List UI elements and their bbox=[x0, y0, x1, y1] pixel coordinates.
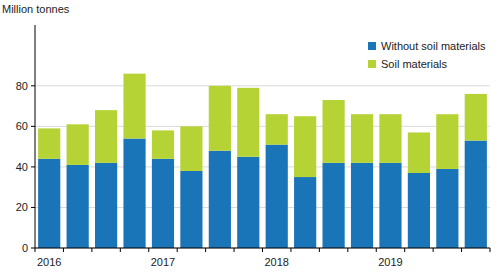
category-separator bbox=[376, 248, 377, 252]
category-separator bbox=[120, 248, 121, 252]
y-tick bbox=[31, 126, 35, 127]
bar bbox=[436, 114, 458, 169]
bar bbox=[237, 157, 259, 248]
bar bbox=[408, 132, 430, 173]
bar bbox=[266, 114, 288, 144]
y-tick-label: 60 bbox=[16, 120, 28, 132]
bar bbox=[351, 114, 373, 163]
bar bbox=[323, 100, 345, 163]
legend-label: Soil materials bbox=[381, 58, 448, 70]
y-tick bbox=[31, 85, 35, 86]
bar bbox=[38, 159, 60, 248]
x-tick-label: 2018 bbox=[264, 256, 288, 268]
grid-line bbox=[35, 85, 490, 86]
bar bbox=[123, 74, 145, 139]
bar bbox=[294, 116, 316, 177]
y-tick-label: 40 bbox=[16, 161, 28, 173]
bar bbox=[465, 94, 487, 141]
category-separator bbox=[91, 248, 92, 252]
category-separator bbox=[148, 248, 149, 252]
bar bbox=[436, 169, 458, 248]
category-separator bbox=[177, 248, 178, 252]
x-tick-label: 2017 bbox=[151, 256, 175, 268]
y-tick bbox=[31, 166, 35, 167]
y-tick bbox=[31, 207, 35, 208]
bar bbox=[465, 141, 487, 248]
bar bbox=[67, 165, 89, 248]
x-tick-label: 2019 bbox=[378, 256, 402, 268]
bars bbox=[38, 74, 487, 248]
bar bbox=[95, 110, 117, 163]
bar bbox=[408, 173, 430, 248]
legend-label: Without soil materials bbox=[381, 40, 486, 52]
y-axis bbox=[35, 25, 36, 248]
legend-swatch bbox=[368, 60, 376, 68]
category-separator bbox=[234, 248, 235, 252]
category-separator bbox=[347, 248, 348, 252]
bar bbox=[123, 139, 145, 248]
bar bbox=[294, 177, 316, 248]
bar bbox=[379, 163, 401, 248]
bar bbox=[180, 171, 202, 248]
bar bbox=[152, 130, 174, 158]
bar bbox=[209, 151, 231, 248]
category-separator bbox=[63, 248, 64, 252]
bar bbox=[323, 163, 345, 248]
bar bbox=[209, 86, 231, 151]
bar bbox=[351, 163, 373, 248]
category-separator bbox=[319, 248, 320, 252]
chart: Million tonnes 0 20 40 60 80 2016 2017 2018 2019 W… bbox=[0, 0, 501, 280]
bar bbox=[95, 163, 117, 248]
y-axis-label: Million tonnes bbox=[2, 3, 70, 15]
bar bbox=[67, 124, 89, 165]
category-separator bbox=[433, 248, 434, 252]
category-separator bbox=[205, 248, 206, 252]
category-separator bbox=[404, 248, 405, 252]
x-tick-label: 2016 bbox=[37, 256, 61, 268]
category-separator bbox=[35, 248, 36, 252]
bar bbox=[180, 126, 202, 171]
category-separator bbox=[262, 248, 263, 252]
y-tick-label: 80 bbox=[16, 80, 28, 92]
bar bbox=[38, 128, 60, 158]
y-tick-label: 0 bbox=[22, 242, 28, 254]
y-tick-label: 20 bbox=[16, 201, 28, 213]
category-separator bbox=[490, 248, 491, 252]
category-separator bbox=[290, 248, 291, 252]
bar bbox=[237, 88, 259, 157]
y-tick bbox=[31, 248, 35, 249]
bar bbox=[266, 145, 288, 248]
bar bbox=[152, 159, 174, 248]
legend-swatch bbox=[368, 42, 376, 50]
bar bbox=[379, 114, 401, 163]
category-separator bbox=[461, 248, 462, 252]
